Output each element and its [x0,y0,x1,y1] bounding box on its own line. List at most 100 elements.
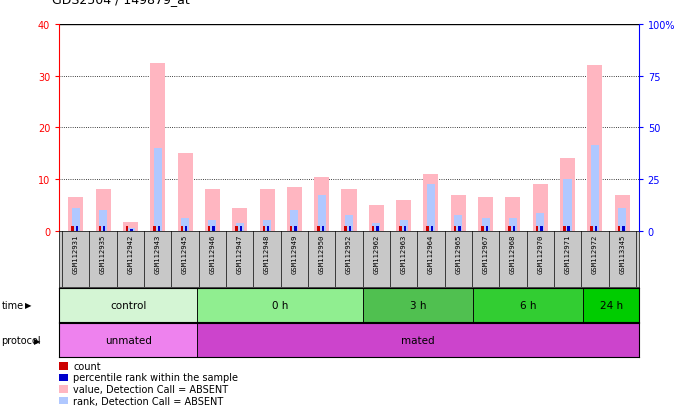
Bar [396,200,411,231]
Text: GSM112965: GSM112965 [455,234,461,273]
Bar [208,221,216,231]
Text: control: control [110,300,147,310]
Text: GDS2504 / 149879_at: GDS2504 / 149879_at [52,0,190,6]
Text: GSM112948: GSM112948 [264,234,270,273]
Bar [424,174,438,231]
Bar [235,226,237,231]
Bar [508,226,511,231]
Bar [473,288,584,322]
Bar [68,198,83,231]
Text: GSM112952: GSM112952 [346,234,352,273]
Bar [126,229,135,231]
Bar [99,211,107,231]
Bar [290,226,292,231]
Text: GSM112971: GSM112971 [565,234,571,273]
Bar [454,216,463,231]
Bar [363,288,473,322]
Bar [486,226,488,231]
Bar [595,226,597,231]
Text: GSM112970: GSM112970 [537,234,543,273]
Bar [591,146,599,231]
Bar [345,226,347,231]
Bar [154,149,162,231]
Text: GSM112967: GSM112967 [482,234,489,273]
Bar [71,226,74,231]
Bar [341,190,357,231]
Bar [588,66,602,231]
Bar [399,221,408,231]
Bar [376,226,378,231]
Bar [123,222,138,231]
Bar [372,226,374,231]
Bar [458,226,461,231]
Bar [372,223,380,231]
Text: GSM112972: GSM112972 [592,234,598,273]
Bar [533,185,548,231]
Text: ▶: ▶ [25,301,31,310]
Bar [403,226,406,231]
Bar [618,208,626,231]
Bar [317,226,320,231]
Text: GSM112950: GSM112950 [319,234,325,273]
Bar [536,226,538,231]
Bar [322,226,324,231]
Bar [235,223,244,231]
Bar [290,211,299,231]
Text: mated: mated [401,335,435,345]
Text: percentile rank within the sample: percentile rank within the sample [73,373,238,382]
Bar [150,64,165,231]
Text: unmated: unmated [105,335,151,345]
Text: 3 h: 3 h [410,300,426,310]
Bar [287,188,302,231]
Text: GSM112946: GSM112946 [209,234,216,273]
Bar [177,154,193,231]
Text: GSM112968: GSM112968 [510,234,516,273]
Bar [185,226,187,231]
Text: value, Detection Call = ABSENT: value, Detection Call = ABSENT [73,384,228,394]
Bar [158,226,160,231]
Bar [232,208,247,231]
Text: ▶: ▶ [34,336,40,345]
Bar [563,180,572,231]
Bar [59,323,198,357]
Bar [482,218,490,231]
Text: GSM112962: GSM112962 [373,234,379,273]
Bar [103,226,105,231]
Bar [263,221,271,231]
Bar [267,226,269,231]
Bar [72,208,80,231]
Bar [431,226,433,231]
Text: rank, Detection Call = ABSENT: rank, Detection Call = ABSENT [73,396,223,406]
Text: GSM113345: GSM113345 [619,234,625,273]
Bar [563,226,565,231]
Bar [314,177,329,231]
Bar [513,226,515,231]
Bar [75,226,78,231]
Bar [560,159,575,231]
Bar [369,206,384,231]
Text: GSM112942: GSM112942 [127,234,133,273]
Bar [126,226,128,231]
Bar [454,226,456,231]
Bar [478,198,493,231]
Bar [153,226,156,231]
Bar [536,213,544,231]
Text: GSM112947: GSM112947 [237,234,243,273]
Bar [239,226,242,231]
Text: protocol: protocol [1,335,41,345]
Bar [399,226,401,231]
Text: GSM112963: GSM112963 [401,234,407,273]
Text: GSM112964: GSM112964 [428,234,434,273]
Bar [509,218,517,231]
Bar [198,323,639,357]
Bar [212,226,215,231]
Bar [567,226,570,231]
Text: GSM112935: GSM112935 [100,234,106,273]
Bar [345,216,353,231]
Bar [59,288,198,322]
Text: GSM112931: GSM112931 [73,234,79,273]
Text: count: count [73,361,101,371]
Bar [481,226,484,231]
Bar [426,226,429,231]
Text: 6 h: 6 h [520,300,537,310]
